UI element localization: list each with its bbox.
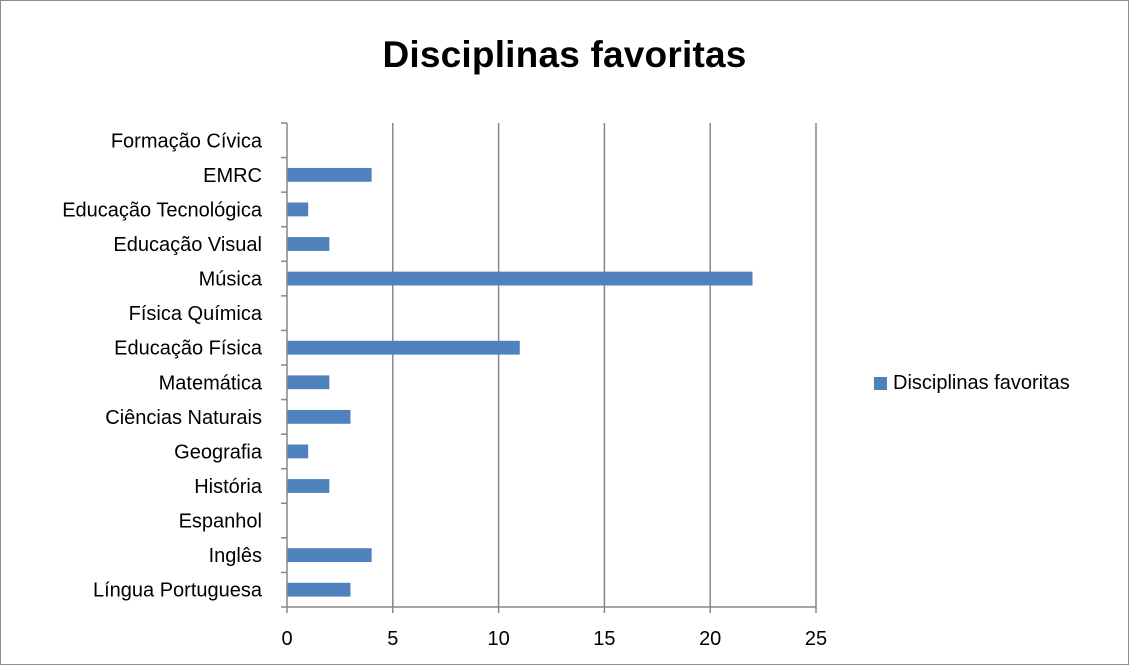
legend: Disciplinas favoritas [874, 372, 1070, 395]
bar [287, 444, 309, 459]
y-tick-label: Espanhol [179, 511, 262, 533]
bar [287, 237, 330, 251]
y-tick-label: Língua Portuguesa [93, 580, 263, 602]
y-tick-label: Física Química [129, 303, 263, 325]
x-tick-label: 15 [593, 628, 615, 650]
y-tick-label: Inglês [209, 545, 262, 567]
y-tick-label: Educação Visual [113, 234, 262, 256]
bar [287, 375, 330, 390]
bar [287, 167, 372, 182]
gridlines [392, 123, 817, 607]
bar [287, 202, 309, 217]
bar [287, 409, 351, 424]
y-tick-label: História [194, 476, 263, 498]
bar [287, 582, 351, 597]
chart-title: Disciplinas favoritas [382, 34, 747, 75]
y-tick-label: Educação Física [114, 338, 263, 360]
bar [287, 271, 753, 286]
bar [287, 340, 520, 355]
y-tick-label: Educação Tecnológica [62, 199, 263, 221]
x-tick-label: 0 [281, 628, 292, 650]
x-tick-label: 20 [699, 628, 721, 650]
y-tick-label: Geografia [174, 441, 263, 463]
axes [281, 122, 817, 613]
x-tick-label: 25 [805, 628, 827, 650]
bar [287, 548, 372, 563]
y-tick-label: Música [199, 269, 263, 291]
bar [287, 479, 330, 493]
legend-label: Disciplinas favoritas [893, 372, 1070, 394]
bars [287, 167, 753, 597]
y-tick-label: EMRC [203, 165, 262, 187]
legend-swatch [874, 377, 887, 390]
x-tick-label: 5 [387, 628, 398, 650]
tick-labels: 0 5 10 15 20 25 Língua Portuguesa Inglês Espanho… [62, 130, 827, 650]
x-tick-label: 10 [487, 628, 509, 650]
y-tick-label: Matemática [159, 372, 263, 394]
y-tick-label: Formação Cívica [111, 130, 263, 152]
y-tick-label: Ciências Naturais [105, 407, 262, 429]
